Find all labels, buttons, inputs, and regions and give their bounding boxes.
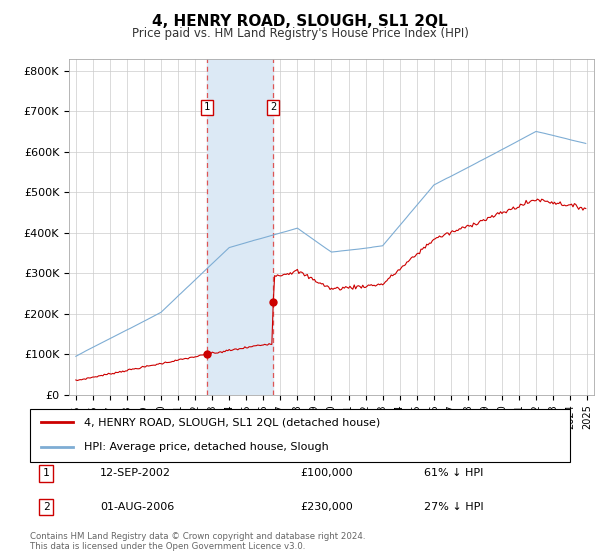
Text: 2: 2 xyxy=(43,502,50,512)
Text: This data is licensed under the Open Government Licence v3.0.: This data is licensed under the Open Gov… xyxy=(30,542,305,551)
Text: 4, HENRY ROAD, SLOUGH, SL1 2QL: 4, HENRY ROAD, SLOUGH, SL1 2QL xyxy=(152,14,448,29)
Text: 2: 2 xyxy=(270,102,277,113)
Text: 01-AUG-2006: 01-AUG-2006 xyxy=(100,502,175,512)
Text: 12-SEP-2002: 12-SEP-2002 xyxy=(100,468,171,478)
Text: 1: 1 xyxy=(43,468,50,478)
Text: 27% ↓ HPI: 27% ↓ HPI xyxy=(424,502,484,512)
Bar xyxy=(207,59,273,395)
Text: Price paid vs. HM Land Registry's House Price Index (HPI): Price paid vs. HM Land Registry's House … xyxy=(131,27,469,40)
Text: HPI: Average price, detached house, Slough: HPI: Average price, detached house, Slou… xyxy=(84,442,329,452)
Text: 4, HENRY ROAD, SLOUGH, SL1 2QL (detached house): 4, HENRY ROAD, SLOUGH, SL1 2QL (detached… xyxy=(84,417,380,427)
FancyBboxPatch shape xyxy=(30,409,570,462)
Text: £230,000: £230,000 xyxy=(300,502,353,512)
Text: £100,000: £100,000 xyxy=(300,468,353,478)
Text: 61% ↓ HPI: 61% ↓ HPI xyxy=(424,468,484,478)
Text: Contains HM Land Registry data © Crown copyright and database right 2024.: Contains HM Land Registry data © Crown c… xyxy=(30,532,365,541)
Text: 1: 1 xyxy=(204,102,210,113)
